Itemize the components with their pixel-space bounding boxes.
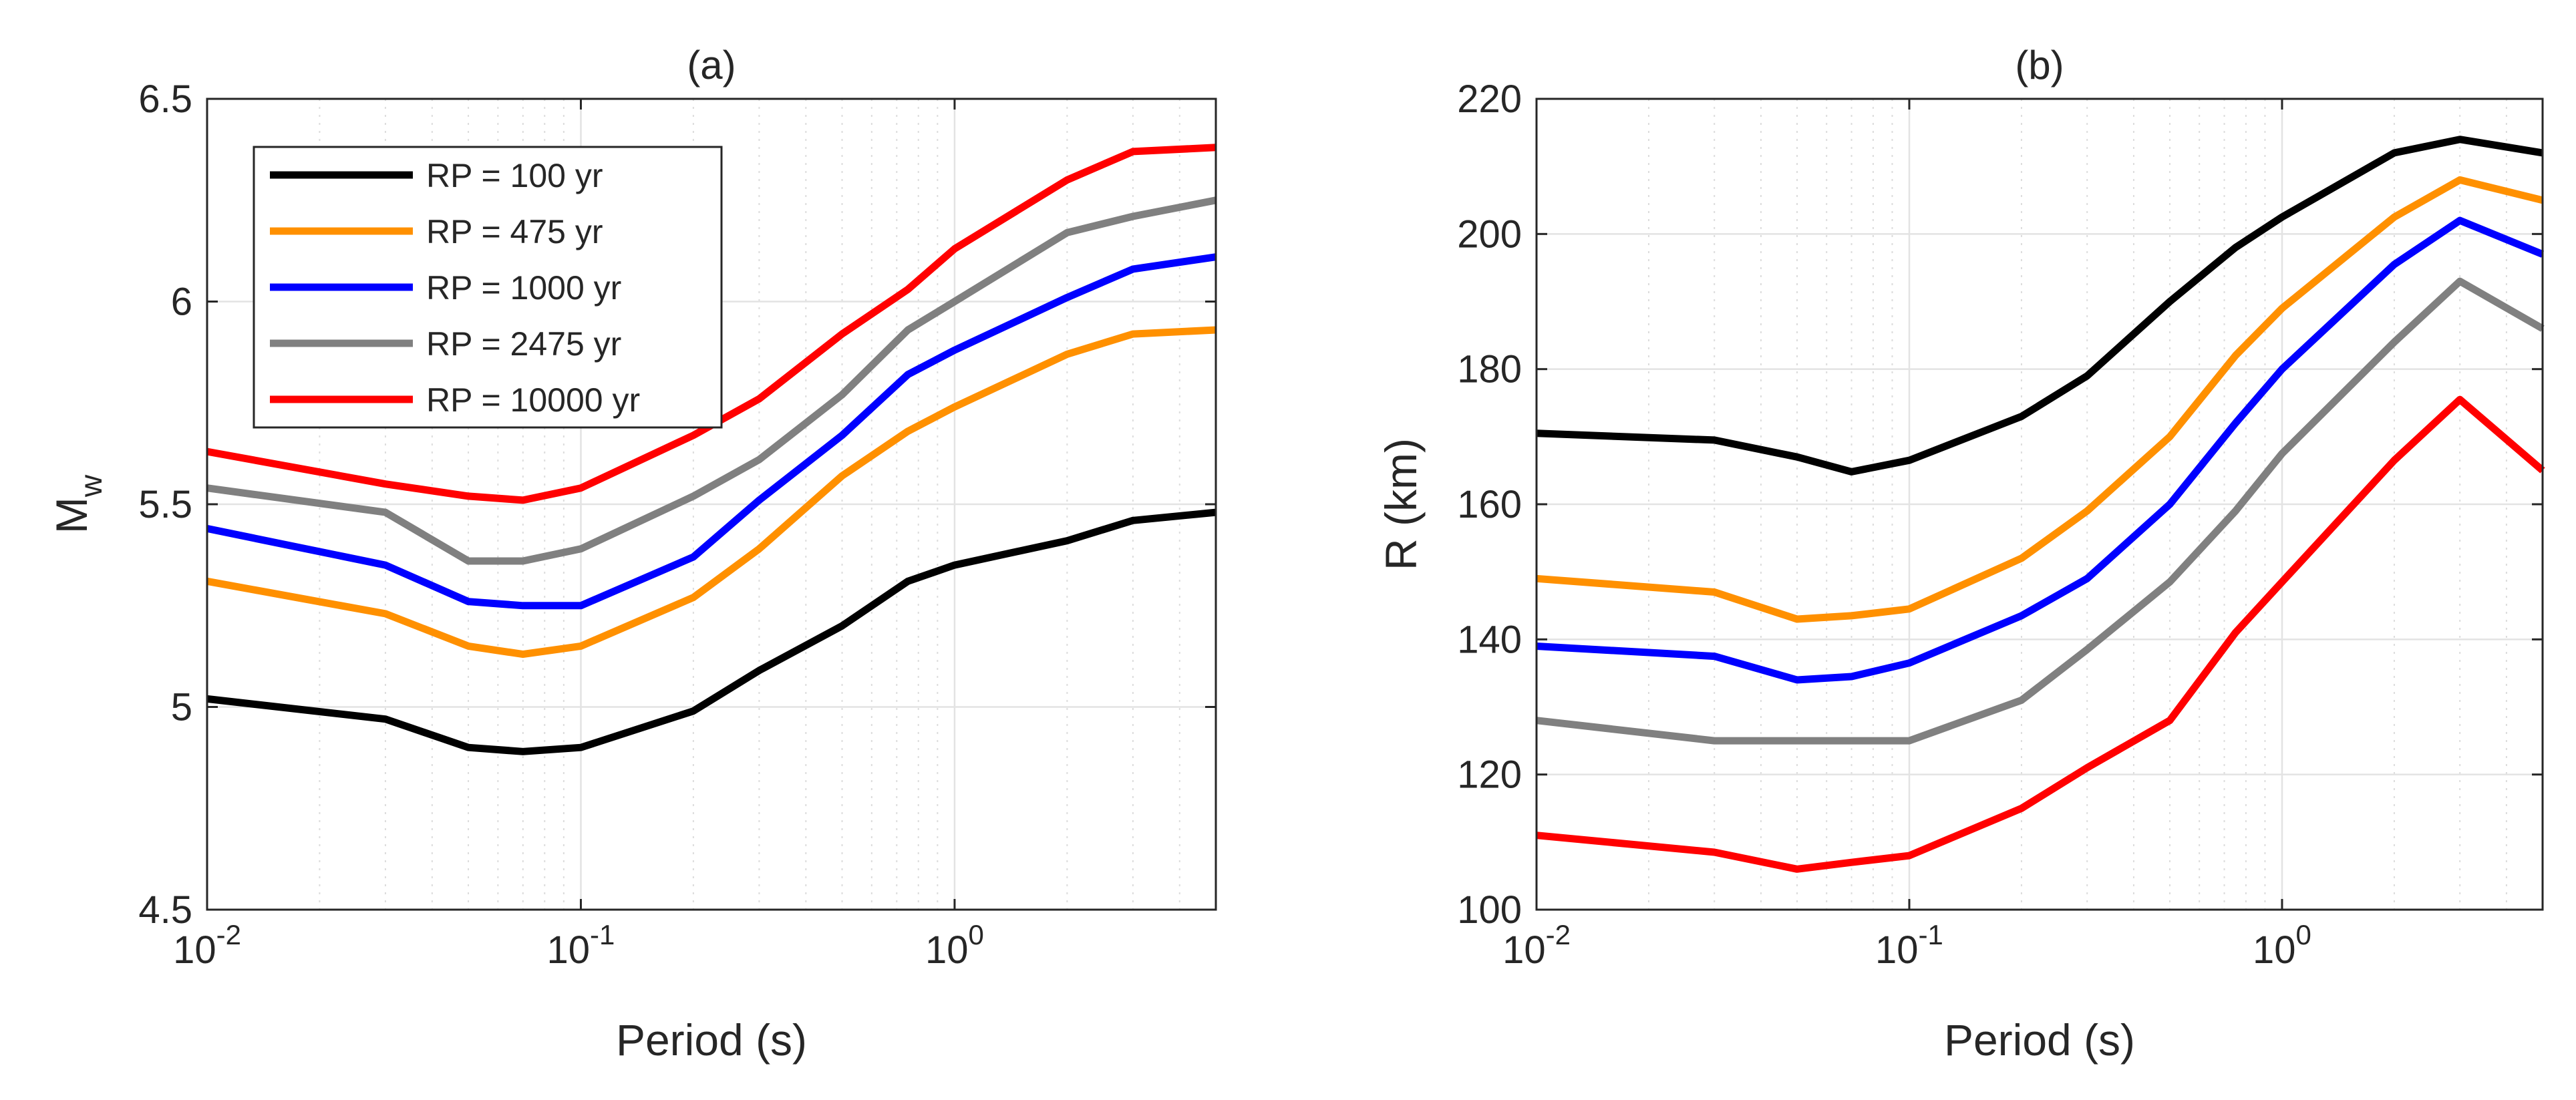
panel-a-x-tick-base: 10 — [547, 928, 591, 972]
panel-b-series-line-rp-100-yr — [1536, 136, 2543, 476]
panel-a-x-axis-label: Period (s) — [616, 1015, 807, 1065]
panel-b-ticks — [1535, 98, 2543, 911]
panel-a-y-axis-label: Mw — [47, 474, 108, 534]
panel-a-y-tick-label: 4.5 — [138, 888, 192, 932]
panel-a-x-tick-label: 10-2 — [173, 919, 241, 972]
panel-b-y-tick-label: 220 — [1457, 77, 1522, 121]
panel-b-x-tick-label: 10-1 — [1875, 919, 1943, 972]
panel-a-y-tick-label: 6 — [171, 281, 192, 324]
panel-a-y-axis-label-main: M — [47, 497, 96, 534]
panel-a-series-line-rp-475-yr — [206, 326, 1217, 659]
panel-b-x-tick-exponent: -2 — [1546, 919, 1571, 950]
panel-b-x-tick-label: 100 — [2253, 919, 2311, 972]
panel-b-x-axis-label: Period (s) — [1944, 1015, 2135, 1065]
panel-b-x-tick-label: 10-2 — [1502, 919, 1571, 972]
panel-a-series-line-rp-100-yr — [206, 508, 1217, 755]
panel-b-series-group — [1536, 136, 2545, 873]
panel-b: 10-2 10-1 100100120140160180200220(b)Perio… — [1376, 43, 2545, 1065]
panel-a-x-tick-exponent: -2 — [216, 919, 241, 950]
panel-b-series-line-rp-1000-yr — [1536, 216, 2545, 684]
panel-a-x-tick-label: 10-1 — [547, 919, 615, 972]
panel-a-series-group — [206, 144, 1217, 755]
panel-a-series-line-rp-10000-yr — [206, 144, 1217, 504]
panel-a-y-tick-label: 5 — [171, 686, 192, 729]
panel-a-x-tick-base: 10 — [925, 928, 969, 972]
panel-b-x-tick-exponent: -1 — [1919, 919, 1943, 950]
panel-a-legend-label-rp-10000-yr: RP = 10000 yr — [426, 381, 640, 419]
panel-a-legend-label-rp-1000-yr: RP = 1000 yr — [426, 269, 621, 307]
panel-b-y-axis-label: R (km) — [1376, 438, 1426, 570]
panel-b-y-tick-label: 100 — [1457, 888, 1522, 932]
panel-b-series-line-rp-475-yr — [1536, 176, 2544, 623]
panel-b-y-tick-label: 180 — [1457, 348, 1522, 391]
panel-b-y-tick-label: 140 — [1457, 618, 1522, 661]
panel-b-series-line-rp-10000-yr — [1536, 395, 2545, 873]
panel-a-legend-label-rp-2475-yr: RP = 2475 yr — [426, 325, 621, 363]
panel-b-x-tick-base: 10 — [1875, 928, 1919, 972]
panel-b-y-tick-label: 200 — [1457, 212, 1522, 256]
panel-a-legend-label-rp-475-yr: RP = 475 yr — [426, 213, 603, 250]
panel-b-title: (b) — [2015, 43, 2064, 87]
panel-a-x-tick-exponent: 0 — [969, 919, 984, 950]
panel-a-x-tick-exponent: -1 — [590, 919, 615, 950]
panel-a-series-line-rp-1000-yr — [206, 253, 1217, 610]
panel-a-title: (a) — [687, 43, 736, 87]
panel-b-y-tick-label: 120 — [1457, 753, 1522, 797]
panel-a-series-line-rp-2475-yr — [206, 196, 1217, 565]
panel-b-x-tick-base: 10 — [2253, 928, 2296, 972]
panel-a-ticks — [206, 98, 1216, 911]
panel-a-y-tick-label: 5.5 — [138, 483, 192, 526]
panel-b-x-tick-base: 10 — [1502, 928, 1546, 972]
panel-b-y-axis-label-main: R (km) — [1376, 438, 1426, 570]
panel-a-x-tick-base: 10 — [173, 928, 216, 972]
panel-b-x-tick-exponent: 0 — [2296, 919, 2311, 950]
panel-a-legend-label-rp-100-yr: RP = 100 yr — [426, 157, 603, 194]
panel-b-y-tick-label: 160 — [1457, 483, 1522, 526]
panel-a-y-tick-label: 6.5 — [138, 77, 192, 121]
panel-a-x-tick-label: 100 — [925, 919, 984, 972]
panel-a-legend: RP = 100 yr RP = 475 yr RP = 1000 yr RP = 2… — [253, 146, 723, 429]
panel-a-y-axis-label-subscript: w — [73, 474, 108, 498]
panel-b-series-line-rp-2475-yr — [1536, 277, 2545, 745]
